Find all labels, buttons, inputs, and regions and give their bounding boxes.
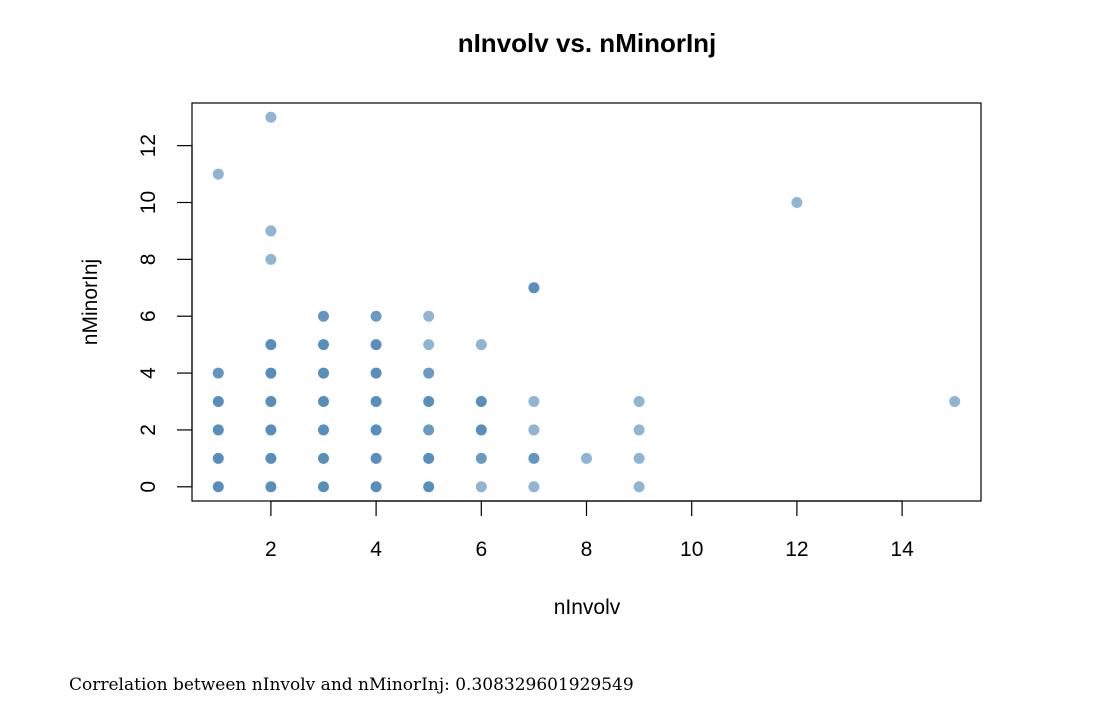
chart-title: nInvolv vs. nMinorInj [458, 28, 717, 58]
y-axis: 0 2 4 6 8 10 12 [137, 134, 193, 493]
data-point [318, 396, 329, 407]
data-point [949, 396, 961, 407]
data-point [370, 424, 382, 436]
x-axis-label: nInvolv [554, 596, 621, 619]
x-tick-label: 8 [581, 538, 593, 561]
data-point [265, 367, 277, 379]
data-point [212, 367, 224, 379]
x-tick-label: 12 [785, 538, 808, 561]
data-point [370, 310, 382, 322]
data-point [528, 396, 540, 407]
data-point [423, 339, 435, 351]
data-point [318, 339, 329, 351]
data-point [528, 481, 540, 493]
data-point [581, 452, 592, 464]
data-point [265, 339, 277, 351]
data-point [265, 481, 277, 493]
data-point [475, 339, 487, 351]
x-tick-label: 14 [890, 538, 914, 561]
plot-frame [191, 102, 982, 502]
data-point [212, 424, 224, 436]
data-point [528, 282, 540, 294]
data-point [633, 396, 645, 407]
data-points [212, 111, 961, 493]
data-point [212, 452, 224, 464]
data-point [265, 253, 277, 265]
data-point [212, 396, 224, 407]
data-point [265, 452, 277, 464]
data-point [633, 481, 645, 493]
data-point [370, 367, 382, 379]
y-tick-label: 2 [137, 424, 160, 436]
data-point [318, 367, 329, 379]
x-tick-label: 6 [475, 538, 487, 561]
data-point [528, 452, 540, 464]
x-tick-label: 2 [265, 538, 277, 561]
data-point [423, 367, 435, 379]
data-point [212, 168, 224, 180]
x-tick-label: 4 [370, 538, 382, 561]
data-point [370, 339, 382, 351]
data-point [475, 481, 487, 493]
data-point [265, 225, 277, 237]
y-tick-label: 0 [137, 481, 160, 493]
data-point [370, 396, 382, 407]
data-point [475, 452, 487, 464]
data-point [370, 481, 382, 493]
data-point [212, 481, 224, 493]
data-point [475, 396, 487, 407]
data-point [318, 481, 329, 493]
data-point [318, 310, 329, 322]
data-point [423, 396, 435, 407]
data-point [265, 396, 277, 407]
data-point [265, 111, 277, 123]
data-point [423, 481, 435, 493]
y-tick-label: 4 [137, 367, 160, 379]
y-tick-label: 10 [137, 191, 160, 214]
data-point [633, 452, 645, 464]
data-point [423, 424, 435, 436]
y-tick-label: 8 [137, 254, 160, 266]
data-point [423, 452, 435, 464]
data-point [528, 424, 540, 436]
x-tick-label: 10 [680, 538, 703, 561]
data-point [423, 310, 435, 322]
data-point [633, 424, 645, 436]
y-axis-label: nMinorInj [79, 259, 102, 345]
data-point [791, 197, 803, 208]
data-point [318, 424, 329, 436]
data-point [265, 424, 277, 436]
data-point [318, 452, 329, 464]
data-point [370, 452, 382, 464]
y-tick-label: 6 [137, 310, 160, 322]
correlation-caption: Correlation between nInvolv and nMinorIn… [69, 675, 634, 695]
x-axis: 2 4 6 8 10 12 14 [265, 500, 914, 561]
y-tick-label: 12 [137, 134, 160, 157]
data-point [475, 424, 487, 436]
